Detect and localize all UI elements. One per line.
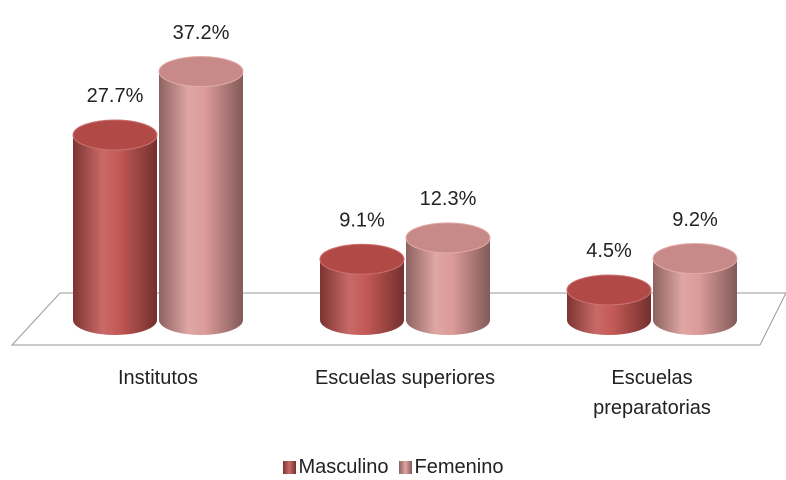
cylinder-top <box>566 274 652 306</box>
cylinder <box>319 243 405 335</box>
cylinder-body <box>653 258 737 335</box>
data-label: 37.2% <box>173 22 230 44</box>
cylinder-top <box>72 119 158 151</box>
legend-swatch <box>398 461 412 474</box>
cylinder <box>405 222 491 335</box>
data-label: 9.2% <box>672 209 718 231</box>
cylinder-top <box>158 56 244 88</box>
legend-label: Femenino <box>414 456 504 478</box>
data-label: 12.3% <box>420 188 477 210</box>
cylinder <box>72 119 158 335</box>
legend: Masculino Femenino <box>0 456 786 479</box>
cylinder-body <box>320 259 404 335</box>
cylinder-top <box>319 243 405 275</box>
legend-item: Femenino <box>398 456 504 479</box>
data-label: 27.7% <box>87 85 144 107</box>
cylinder-top <box>405 222 491 254</box>
cylinder-body <box>406 237 490 335</box>
cylinder <box>566 274 652 335</box>
cylinder <box>158 56 244 335</box>
cylinder <box>652 243 738 335</box>
x-tick-label: Institutos <box>117 367 199 389</box>
x-tick-label: Escuelas preparatorias <box>593 367 711 419</box>
data-label: 4.5% <box>586 240 632 262</box>
legend-swatch <box>282 461 296 474</box>
cylinder-top <box>652 243 738 275</box>
legend-item: Masculino <box>282 456 389 479</box>
data-label: 9.1% <box>339 209 385 231</box>
legend-label: Masculino <box>298 456 389 478</box>
x-tick-label: Escuelas superiores <box>314 367 496 389</box>
cylinder-body <box>73 134 157 335</box>
cylinder-body <box>159 71 243 335</box>
